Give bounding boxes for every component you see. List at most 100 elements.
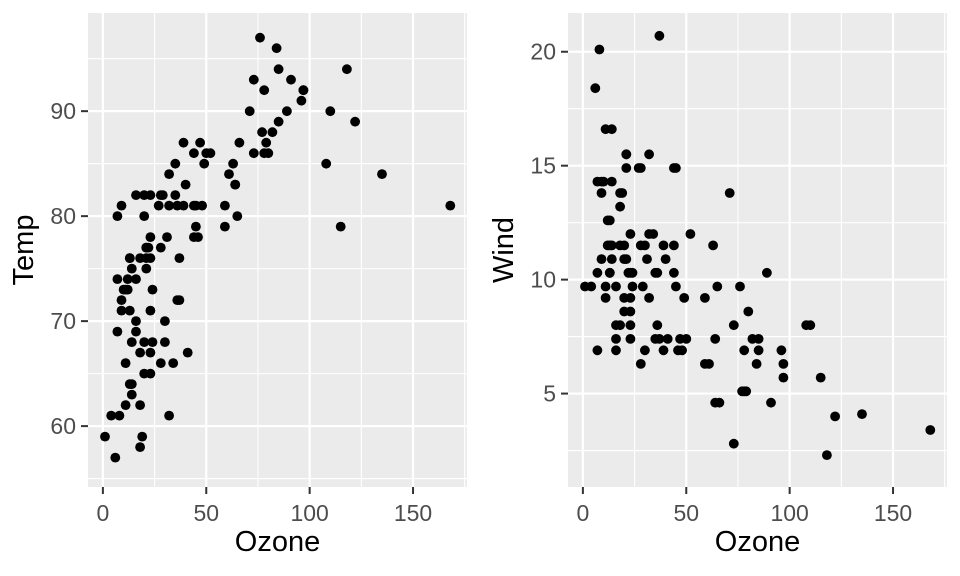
data-point (191, 221, 201, 232)
data-point (822, 450, 832, 460)
data-point (170, 158, 181, 169)
data-point (635, 359, 646, 369)
data-point (724, 188, 735, 198)
data-point (350, 116, 360, 127)
data-point (714, 397, 725, 408)
data-point (147, 337, 158, 347)
data-point (625, 293, 636, 303)
data-point (700, 359, 710, 369)
data-point (673, 345, 683, 356)
data-point (652, 267, 663, 278)
data-point (644, 229, 654, 239)
data-point (267, 127, 278, 138)
data-point (590, 83, 601, 94)
data-point (728, 438, 739, 449)
data-point (606, 254, 617, 264)
y-axis-title: Wind (488, 217, 520, 283)
data-point (710, 334, 721, 344)
data-point (625, 320, 636, 331)
data-point (660, 254, 671, 264)
y-tick-label: 80 (50, 203, 76, 229)
x-tick-label: 150 (394, 500, 432, 526)
data-point (139, 368, 150, 379)
data-point (671, 281, 681, 292)
x-axis-title: Ozone (715, 526, 800, 558)
data-point (600, 293, 611, 303)
data-point (248, 74, 259, 85)
data-point (830, 411, 840, 422)
data-point (124, 379, 135, 389)
data-point (335, 221, 346, 232)
data-point (669, 267, 679, 278)
data-point (751, 359, 762, 369)
data-point (220, 221, 230, 232)
data-point (662, 334, 673, 344)
data-point (106, 410, 117, 421)
data-point (298, 85, 309, 96)
data-point (654, 30, 665, 41)
x-tick-label: 0 (96, 500, 109, 526)
data-point (120, 400, 131, 410)
data-point (747, 334, 758, 344)
data-point (606, 124, 617, 135)
data-point (342, 64, 352, 75)
data-point (604, 240, 615, 251)
data-point (137, 431, 148, 442)
data-point (615, 201, 625, 212)
x-tick-label: 0 (576, 500, 589, 526)
data-point (160, 337, 170, 347)
data-point (172, 200, 183, 211)
data-point (261, 137, 272, 148)
plot-area: 0 50 100 150 60 70 80 90 (50, 13, 467, 526)
x-tick-label: 50 (193, 500, 219, 526)
data-point (189, 148, 199, 159)
data-point (739, 386, 750, 397)
data-point (248, 148, 259, 159)
data-point (116, 295, 127, 305)
data-point (592, 345, 603, 356)
data-point (224, 169, 234, 180)
y-tick-label: 15 (530, 153, 556, 179)
data-point (155, 242, 166, 253)
data-point (627, 267, 638, 278)
data-point (131, 274, 141, 284)
data-point (377, 169, 387, 180)
data-point (255, 32, 265, 43)
data-point (594, 44, 605, 55)
data-point (640, 345, 650, 356)
data-point (778, 359, 789, 369)
data-point (145, 347, 156, 358)
data-point (635, 240, 646, 251)
data-point (230, 179, 241, 190)
data-point (627, 281, 638, 292)
data-point (586, 281, 597, 292)
data-point (112, 274, 123, 284)
x-tick-label: 100 (770, 500, 808, 526)
data-point (182, 347, 193, 358)
y-tick-label: 10 (530, 267, 556, 293)
x-tick-label: 50 (673, 500, 699, 526)
data-point (197, 200, 208, 211)
data-point (228, 158, 239, 169)
data-point (619, 240, 630, 251)
y-tick-label: 5 (543, 381, 556, 407)
data-point (131, 190, 141, 201)
data-point (282, 106, 292, 117)
data-point (766, 397, 776, 408)
data-point (728, 320, 739, 331)
data-point (621, 254, 632, 264)
data-point (739, 345, 750, 356)
data-point (650, 334, 661, 344)
data-point (296, 95, 307, 106)
data-point (164, 410, 175, 421)
data-point (637, 281, 648, 292)
data-point (110, 452, 121, 463)
data-point (147, 284, 158, 295)
data-point (625, 229, 636, 239)
data-point (679, 293, 690, 303)
data-point (611, 334, 621, 344)
data-point (116, 305, 127, 316)
data-point (139, 190, 150, 201)
data-point (122, 274, 133, 284)
data-point (174, 295, 185, 305)
